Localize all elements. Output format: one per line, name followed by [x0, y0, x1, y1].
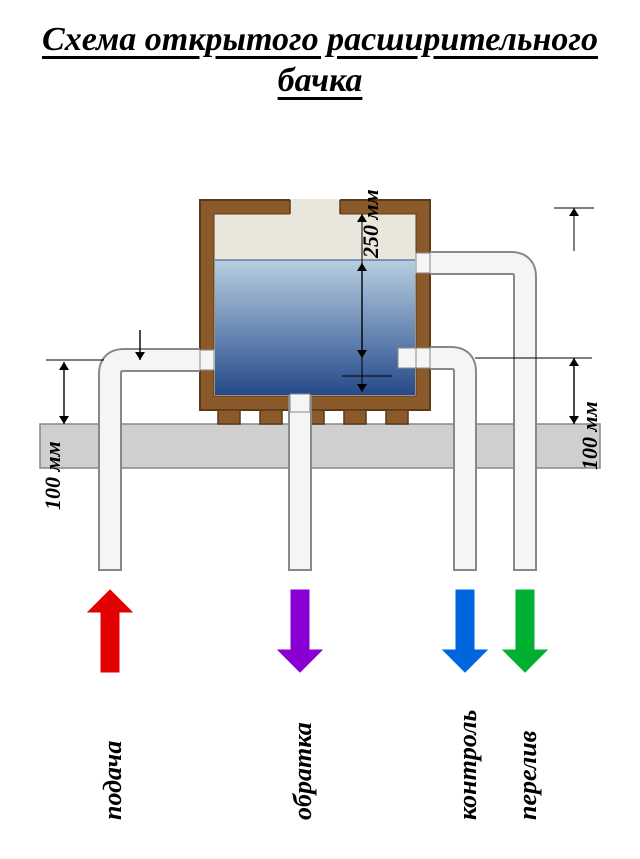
- label-overflow: перелив: [513, 731, 543, 820]
- label-return: обратка: [288, 722, 318, 820]
- diagram-svg: [0, 0, 640, 859]
- dim-left-100: 100 мм: [40, 441, 66, 510]
- label-supply: подача: [98, 741, 128, 820]
- diagram-canvas: { "title": "Схема открытого расширительн…: [0, 0, 640, 859]
- label-control: контроль: [453, 710, 483, 820]
- dim-top-250: 250 мм: [358, 189, 384, 258]
- dim-right-100: 100 мм: [577, 401, 603, 470]
